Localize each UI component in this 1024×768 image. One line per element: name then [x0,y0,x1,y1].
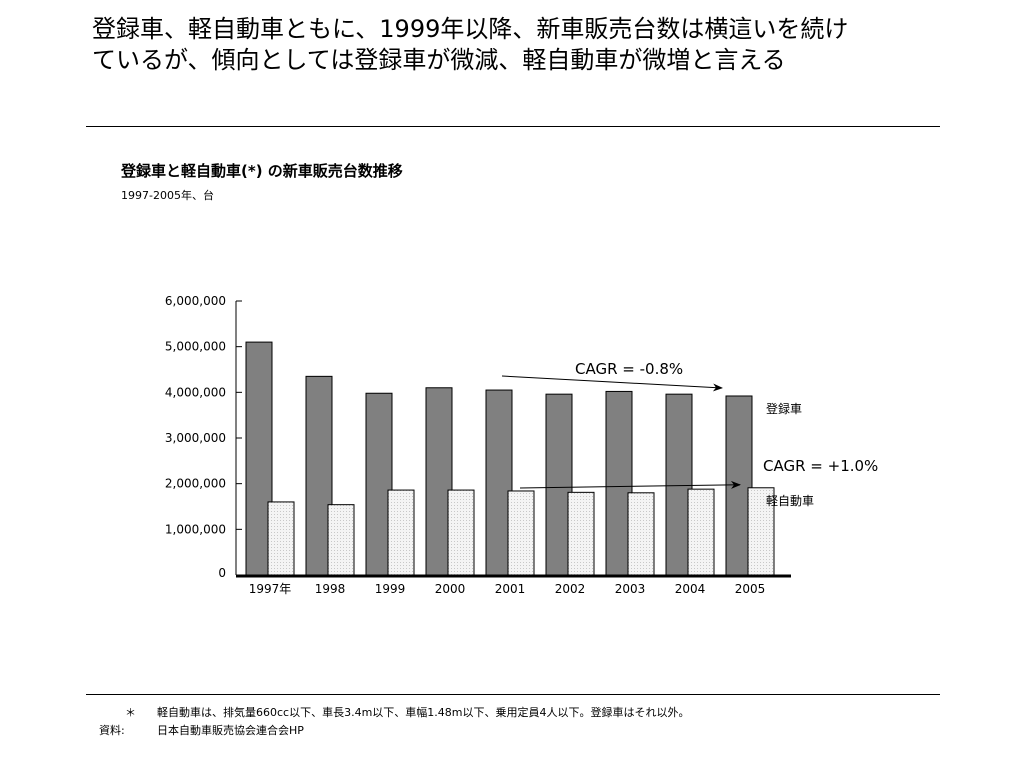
bar-kei [387,489,415,576]
x-tick-label: 2001 [495,582,526,596]
y-tick-label: 3,000,000 [165,431,226,445]
source-label: 資料: [99,724,125,737]
bar-kei [447,489,475,576]
x-tick-label: 1997年 [249,582,292,596]
top-divider [86,126,940,127]
y-tick-label: 4,000,000 [165,385,226,399]
chart-title: 登録車と軽自動車(*) の新車販売台数推移 [121,162,403,180]
cagr-label-kei: CAGR = +1.0% [763,457,878,475]
y-tick-label: 5,000,000 [165,340,226,354]
cagr-arrow-registered [501,375,723,392]
x-tick-label: 1999 [375,582,406,596]
x-tick-label: 2003 [615,582,646,596]
series-label: 登録車 [766,401,802,416]
bar-registered [485,389,513,576]
y-tick-label: 6,000,000 [165,294,226,308]
x-tick-label: 2002 [555,582,586,596]
footnote-mark: ＊ [125,706,136,719]
series-label: 軽自動車 [766,494,814,508]
y-tick-label: 2,000,000 [165,477,226,491]
bar-registered [545,393,573,576]
x-tick-label: 2004 [675,582,706,596]
chart-subtitle: 1997-2005年、台 [121,189,214,202]
source-text: 日本自動車販売協会連合会HP [157,724,304,737]
bar-kei [687,488,715,576]
bar-kei [327,504,355,576]
x-tick-label: 2000 [435,582,466,596]
y-tick-label: 0 [218,566,226,580]
bar-kei [567,491,595,576]
x-tick-label: 2005 [735,582,766,596]
bar-kei [507,490,535,576]
page-headline: 登録車、軽自動車ともに、1999年以降、新車販売台数は横這いを続け ているが、傾… [92,15,849,74]
bar-kei [747,487,775,576]
cagr-label-registered: CAGR = -0.8% [575,360,683,378]
x-tick-label: 1998 [315,582,346,596]
footnote-text: 軽自動車は、排気量660cc以下、車長3.4m以下、車幅1.48m以下、乗用定員… [157,706,690,719]
cagr-arrow-kei [519,480,741,489]
y-tick-label: 1,000,000 [165,522,226,536]
bottom-divider [86,694,940,695]
bar-kei [627,492,655,576]
bar-kei [267,501,295,576]
